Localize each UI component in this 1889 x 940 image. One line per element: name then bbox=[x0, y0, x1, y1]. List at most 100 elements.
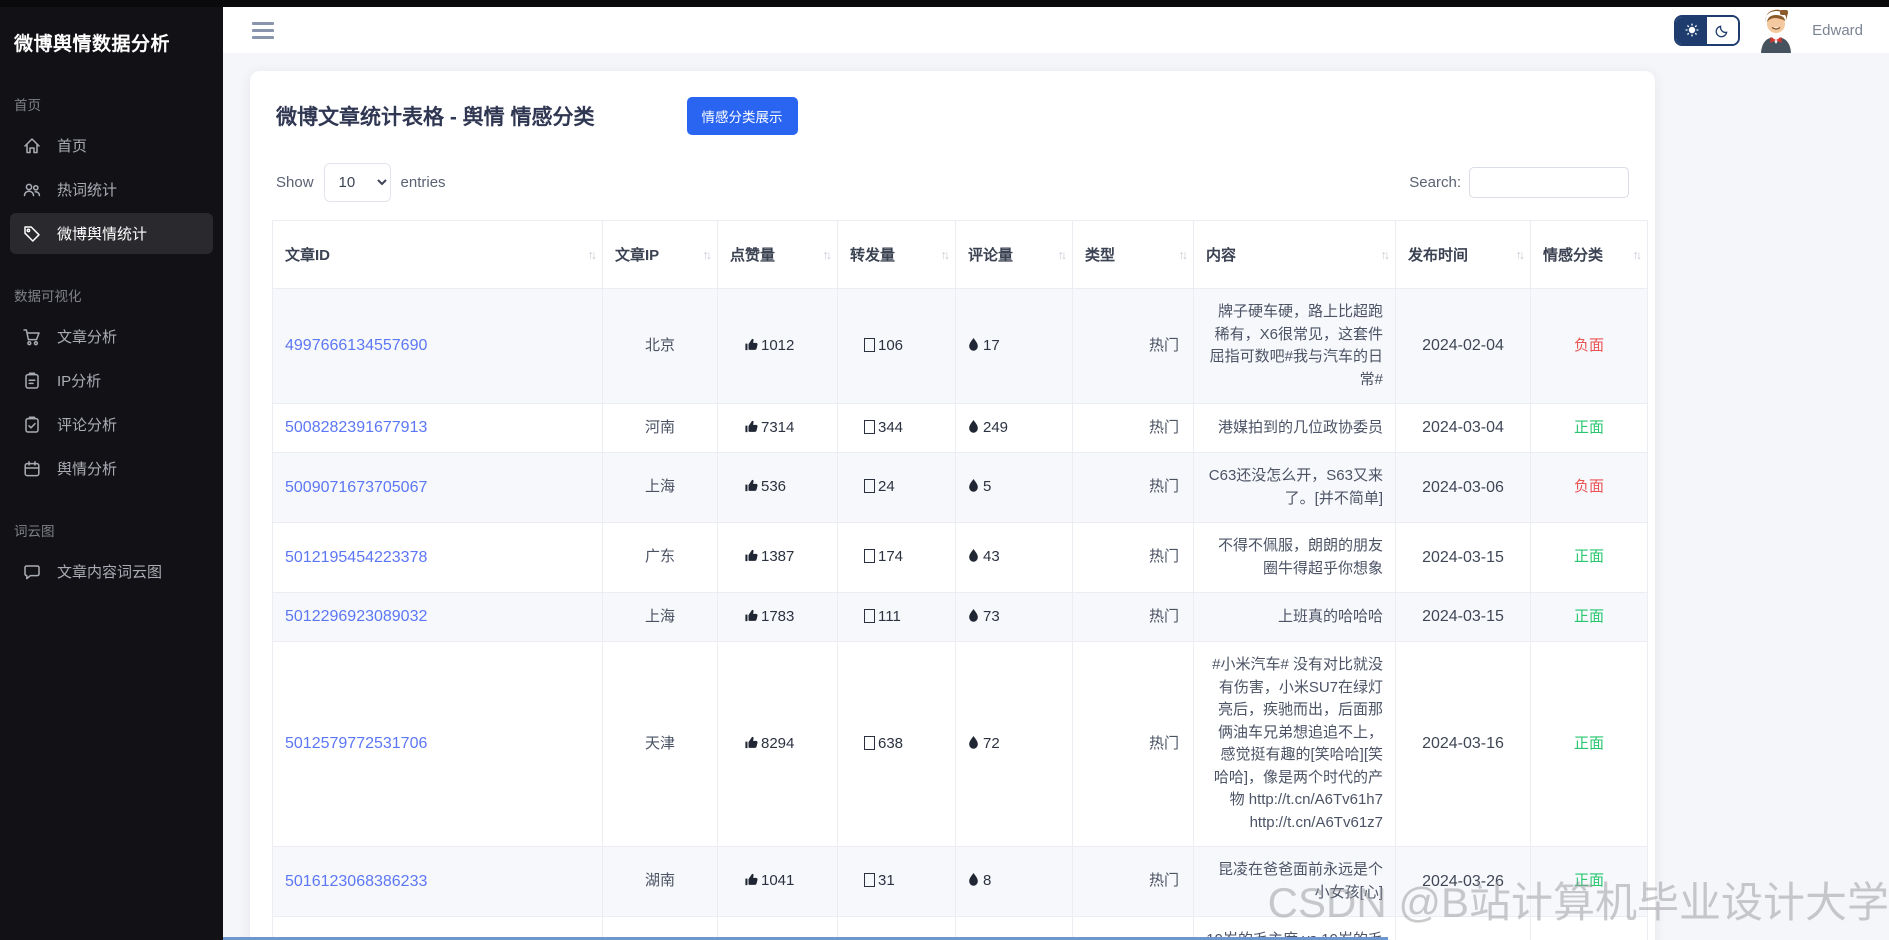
search-input[interactable] bbox=[1469, 167, 1629, 198]
content-cell: 不得不佩服，朗朗的朋友圈牛得超乎你想象 bbox=[1193, 522, 1396, 593]
column-header[interactable]: 内容 ↑↓ bbox=[1193, 220, 1396, 289]
article-id-link[interactable]: 5016123068386233 bbox=[285, 872, 428, 890]
table-row: 5012195454223378 广东 1387 174 43 热门 不得不佩服… bbox=[272, 522, 1648, 593]
sentiment-cell: 正面 bbox=[1530, 592, 1648, 642]
main-area: Edward 微博文章统计表格 - 舆情 情感分类 情感分类展示 Show 10… bbox=[223, 0, 1889, 940]
column-header[interactable]: 点赞量 ↑↓ bbox=[717, 220, 838, 289]
content: 微博文章统计表格 - 舆情 情感分类 情感分类展示 Show 10 entrie… bbox=[223, 53, 1889, 940]
table-row: 5008282391677913 河南 7314 344 249 热门 港媒拍到… bbox=[272, 403, 1648, 453]
type-cell: 热门 bbox=[1072, 452, 1194, 523]
sidebar-item-label: 评论分析 bbox=[57, 417, 118, 434]
content-cell: 港媒拍到的几位政协委员 bbox=[1193, 403, 1396, 453]
moon-icon[interactable] bbox=[1707, 16, 1739, 44]
sort-arrows-icon: ↑↓ bbox=[1380, 247, 1390, 262]
date-cell: 2024-03-16 bbox=[1395, 641, 1531, 847]
table-row: 5009071673705067 上海 536 24 5 热门 C63还没怎么开… bbox=[272, 452, 1648, 523]
avatar[interactable] bbox=[1756, 7, 1796, 53]
sun-icon[interactable] bbox=[1676, 16, 1708, 44]
sidebar-item-chat[interactable]: 文章内容词云图 bbox=[10, 551, 213, 592]
article-ip-cell: 北京 bbox=[602, 288, 718, 404]
top-window-strip bbox=[0, 0, 1889, 7]
repost-icon bbox=[864, 608, 875, 623]
column-header[interactable]: 转发量 ↑↓ bbox=[837, 220, 956, 289]
sort-arrows-icon: ↑↓ bbox=[702, 247, 712, 262]
content-cell: 昆凌在爸爸面前永远是个小女孩[心] bbox=[1193, 846, 1396, 917]
comments-cell: 72 bbox=[955, 641, 1073, 847]
thumbs-up-icon bbox=[744, 337, 761, 354]
article-id-link[interactable]: 5012579772531706 bbox=[285, 735, 428, 752]
sentiment-badge: 正面 bbox=[1573, 734, 1604, 752]
article-id-link[interactable]: 5009071673705067 bbox=[285, 478, 428, 496]
likes-cell: 536 bbox=[717, 452, 838, 523]
page-title: 微博文章统计表格 - 舆情 情感分类 bbox=[276, 106, 595, 129]
sidebar-item-calendar[interactable]: 舆情分析 bbox=[10, 448, 213, 489]
sidebar-item-home[interactable]: 首页 bbox=[10, 125, 213, 166]
content-cell: 上班真的哈哈哈 bbox=[1193, 592, 1396, 642]
column-header[interactable]: 发布时间 ↑↓ bbox=[1395, 220, 1531, 289]
article-id-link[interactable]: 5012195454223378 bbox=[285, 548, 428, 566]
table-row: 5012296923089032 上海 1783 111 73 热门 上班真的哈… bbox=[272, 592, 1648, 642]
topbar: Edward bbox=[223, 7, 1889, 53]
comments-cell: 17 bbox=[955, 288, 1073, 404]
sidebar-item-label: 舆情分析 bbox=[57, 461, 118, 478]
article-ip-cell: 上海 bbox=[602, 592, 718, 642]
article-id-link[interactable]: 5012296923089032 bbox=[285, 608, 428, 625]
sidebar-item-label: 文章内容词云图 bbox=[57, 564, 163, 581]
article-ip-cell: 湖南 bbox=[602, 846, 718, 917]
page-size-select[interactable]: 10 bbox=[323, 163, 391, 202]
bottom-divider bbox=[223, 937, 1388, 940]
sentiment-cell: 负面 bbox=[1530, 452, 1648, 523]
article-id-link[interactable]: 5008282391677913 bbox=[285, 419, 428, 436]
likes-cell: 1012 bbox=[717, 288, 838, 404]
column-header[interactable]: 评论量 ↑↓ bbox=[955, 220, 1073, 289]
article-ip-cell: 天津 bbox=[602, 641, 718, 847]
likes-cell: 7314 bbox=[717, 403, 838, 453]
article-ip-cell: 河南 bbox=[602, 403, 718, 453]
reposts-cell: 31 bbox=[837, 846, 956, 917]
sentiment-badge: 正面 bbox=[1573, 418, 1604, 436]
sidebar-section-label: 首页 bbox=[14, 98, 41, 113]
tag-icon bbox=[22, 224, 42, 244]
theme-toggle bbox=[1674, 14, 1741, 46]
sidebar-item-label: 首页 bbox=[57, 138, 88, 155]
column-header[interactable]: 文章ID ↑↓ bbox=[272, 220, 603, 289]
date-cell: 2024-03-04 bbox=[1395, 403, 1531, 453]
sidebar-item-users[interactable]: 热词统计 bbox=[10, 169, 213, 210]
likes-cell: 1783 bbox=[717, 592, 838, 642]
comments-cell: 73 bbox=[955, 592, 1073, 642]
sidebar-item-clipboard-check[interactable]: 评论分析 bbox=[10, 404, 213, 445]
sentiment-display-button[interactable]: 情感分类展示 bbox=[686, 97, 798, 135]
sentiment-badge: 正面 bbox=[1573, 607, 1604, 625]
repost-icon bbox=[864, 735, 875, 750]
date-cell: 2024-03-26 bbox=[1395, 846, 1531, 917]
likes-cell: 1041 bbox=[717, 846, 838, 917]
column-header[interactable]: 文章IP ↑↓ bbox=[602, 220, 718, 289]
comments-cell: 249 bbox=[955, 403, 1073, 453]
sidebar-item-label: 微博舆情统计 bbox=[57, 226, 148, 243]
table-card: 微博文章统计表格 - 舆情 情感分类 情感分类展示 Show 10 entrie… bbox=[250, 71, 1655, 940]
thumbs-up-icon bbox=[744, 872, 761, 889]
menu-toggle-icon[interactable] bbox=[252, 21, 274, 39]
sidebar-item-tag[interactable]: 微博舆情统计 bbox=[10, 213, 213, 254]
sidebar-item-cart[interactable]: 文章分析 bbox=[10, 316, 213, 357]
table-row: 5012579772531706 天津 8294 638 72 热门 #小米汽车… bbox=[272, 641, 1648, 847]
sidebar-section-label: 数据可视化 bbox=[14, 289, 82, 304]
comment-icon bbox=[966, 872, 983, 889]
sidebar-item-clipboard[interactable]: IP分析 bbox=[10, 360, 213, 401]
thumbs-up-icon bbox=[744, 608, 761, 625]
repost-icon bbox=[864, 549, 875, 564]
type-cell: 热门 bbox=[1072, 641, 1194, 847]
entries-label: entries bbox=[400, 174, 446, 191]
sidebar-section-label: 词云图 bbox=[14, 524, 55, 539]
repost-icon bbox=[864, 479, 875, 494]
sort-arrows-icon: ↑↓ bbox=[1178, 247, 1188, 262]
column-header[interactable]: 情感分类 ↑↓ bbox=[1530, 220, 1648, 289]
sort-arrows-icon: ↑↓ bbox=[1632, 247, 1642, 262]
article-id-link[interactable]: 4997666134557690 bbox=[285, 337, 428, 354]
sentiment-badge: 负面 bbox=[1573, 336, 1604, 354]
calendar-icon bbox=[22, 459, 42, 479]
column-header[interactable]: 类型 ↑↓ bbox=[1072, 220, 1194, 289]
sort-arrows-icon: ↑↓ bbox=[1515, 247, 1525, 262]
thumbs-up-icon bbox=[744, 478, 761, 495]
search-label: Search: bbox=[1409, 174, 1461, 191]
